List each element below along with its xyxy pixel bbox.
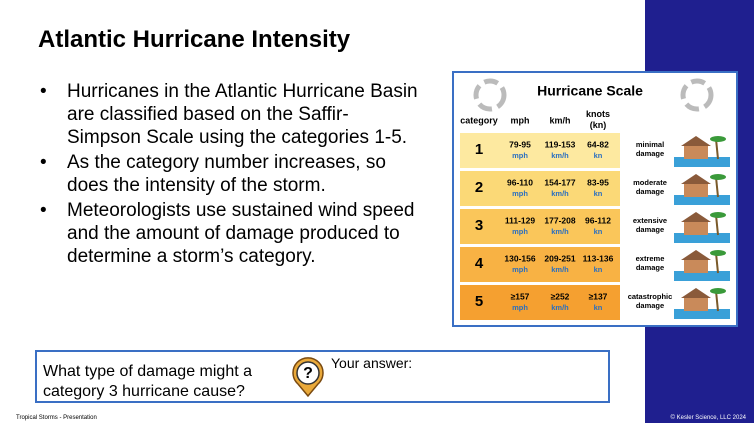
hurricane-scale: Hurricane Scale category mph km/h knots (kn)… (452, 71, 738, 327)
bullet: As the category number increases, so doe… (40, 151, 420, 197)
speed: 111-129 (505, 215, 536, 225)
answer-label: Your answer: (331, 355, 413, 371)
damage: minimal damage (636, 140, 664, 158)
unit: kn (594, 227, 603, 236)
speed: 209-251 (544, 253, 575, 263)
house (684, 297, 708, 311)
palm (715, 214, 719, 236)
speed: 113-136 (583, 253, 614, 263)
speed: 79-95 (509, 139, 531, 149)
palm-leaves (710, 136, 726, 142)
scale-title: Hurricane Scale (537, 83, 643, 99)
water (674, 195, 730, 205)
speed: 64-82 (587, 139, 609, 149)
unit: mph (512, 265, 528, 274)
water (674, 233, 730, 243)
column-header: mph (511, 115, 530, 125)
water (674, 157, 730, 167)
damage: moderate damage (633, 178, 667, 196)
row-band (460, 209, 620, 244)
speed: ≥252 (551, 291, 570, 301)
damage: catastrophic damage (628, 292, 673, 310)
category: 4 (475, 255, 484, 272)
unit: km/h (551, 227, 569, 236)
house (684, 221, 708, 235)
damage: extensive damage (633, 216, 667, 234)
unit: mph (512, 227, 528, 236)
speed: 96-110 (507, 177, 533, 187)
speed: ≥157 (511, 291, 530, 301)
column-header: category (460, 115, 498, 125)
palm (715, 252, 719, 274)
speed: 154-177 (544, 177, 575, 187)
house (684, 259, 708, 273)
bullet-list: Hurricanes in the Atlantic Hurricane Bas… (40, 80, 420, 270)
roof (681, 250, 711, 260)
damage: extreme damage (636, 254, 665, 272)
house (684, 183, 708, 197)
category: 3 (475, 217, 483, 234)
speed: 119-153 (545, 139, 576, 149)
house (684, 145, 708, 159)
unit: km/h (551, 151, 569, 160)
palm (715, 176, 719, 198)
category: 2 (475, 179, 483, 196)
slide-title: Atlantic Hurricane Intensity (38, 26, 351, 53)
palm-leaves (710, 212, 726, 218)
unit: km/h (551, 189, 569, 198)
svg-text:?: ? (303, 365, 313, 382)
roof (681, 212, 711, 222)
unit: mph (512, 189, 528, 198)
unit: kn (594, 265, 603, 274)
unit: kn (594, 189, 603, 198)
question: What type of damage might a category 3 h… (43, 363, 252, 400)
row-band (460, 285, 620, 320)
column-header: km/h (549, 115, 570, 125)
speed: 83-95 (587, 177, 609, 187)
unit: kn (594, 303, 603, 312)
roof (681, 174, 711, 184)
speed: 177-208 (544, 215, 575, 225)
palm-leaves (710, 250, 726, 256)
question-box: What type of damage might a category 3 h… (35, 350, 610, 403)
roof (681, 288, 711, 298)
water (674, 309, 730, 319)
palm-leaves (710, 288, 726, 294)
palm-leaves (710, 174, 726, 180)
speed: 130-156 (504, 253, 535, 263)
category: 1 (475, 141, 483, 158)
unit: km/h (551, 303, 569, 312)
row-band (460, 133, 620, 168)
unit: kn (594, 151, 603, 160)
footer-left: Tropical Storms - Presentation (16, 415, 97, 421)
column-header: knots (kn) (586, 109, 610, 130)
speed: 96-112 (585, 215, 611, 225)
bullet: Hurricanes in the Atlantic Hurricane Bas… (40, 80, 420, 149)
water (674, 271, 730, 281)
unit: mph (512, 303, 528, 312)
bullet: Meteorologists use sustained wind speed … (40, 199, 420, 268)
footer-right: © Kesler Science, LLC 2024 (670, 415, 746, 421)
unit: mph (512, 151, 528, 160)
category: 5 (475, 293, 483, 310)
row-band (460, 171, 620, 206)
palm (715, 290, 719, 312)
question-icon: ? (292, 357, 324, 398)
roof (681, 136, 711, 146)
speed: ≥137 (589, 291, 608, 301)
unit: km/h (551, 265, 569, 274)
palm (715, 138, 719, 160)
row-band (460, 247, 620, 282)
